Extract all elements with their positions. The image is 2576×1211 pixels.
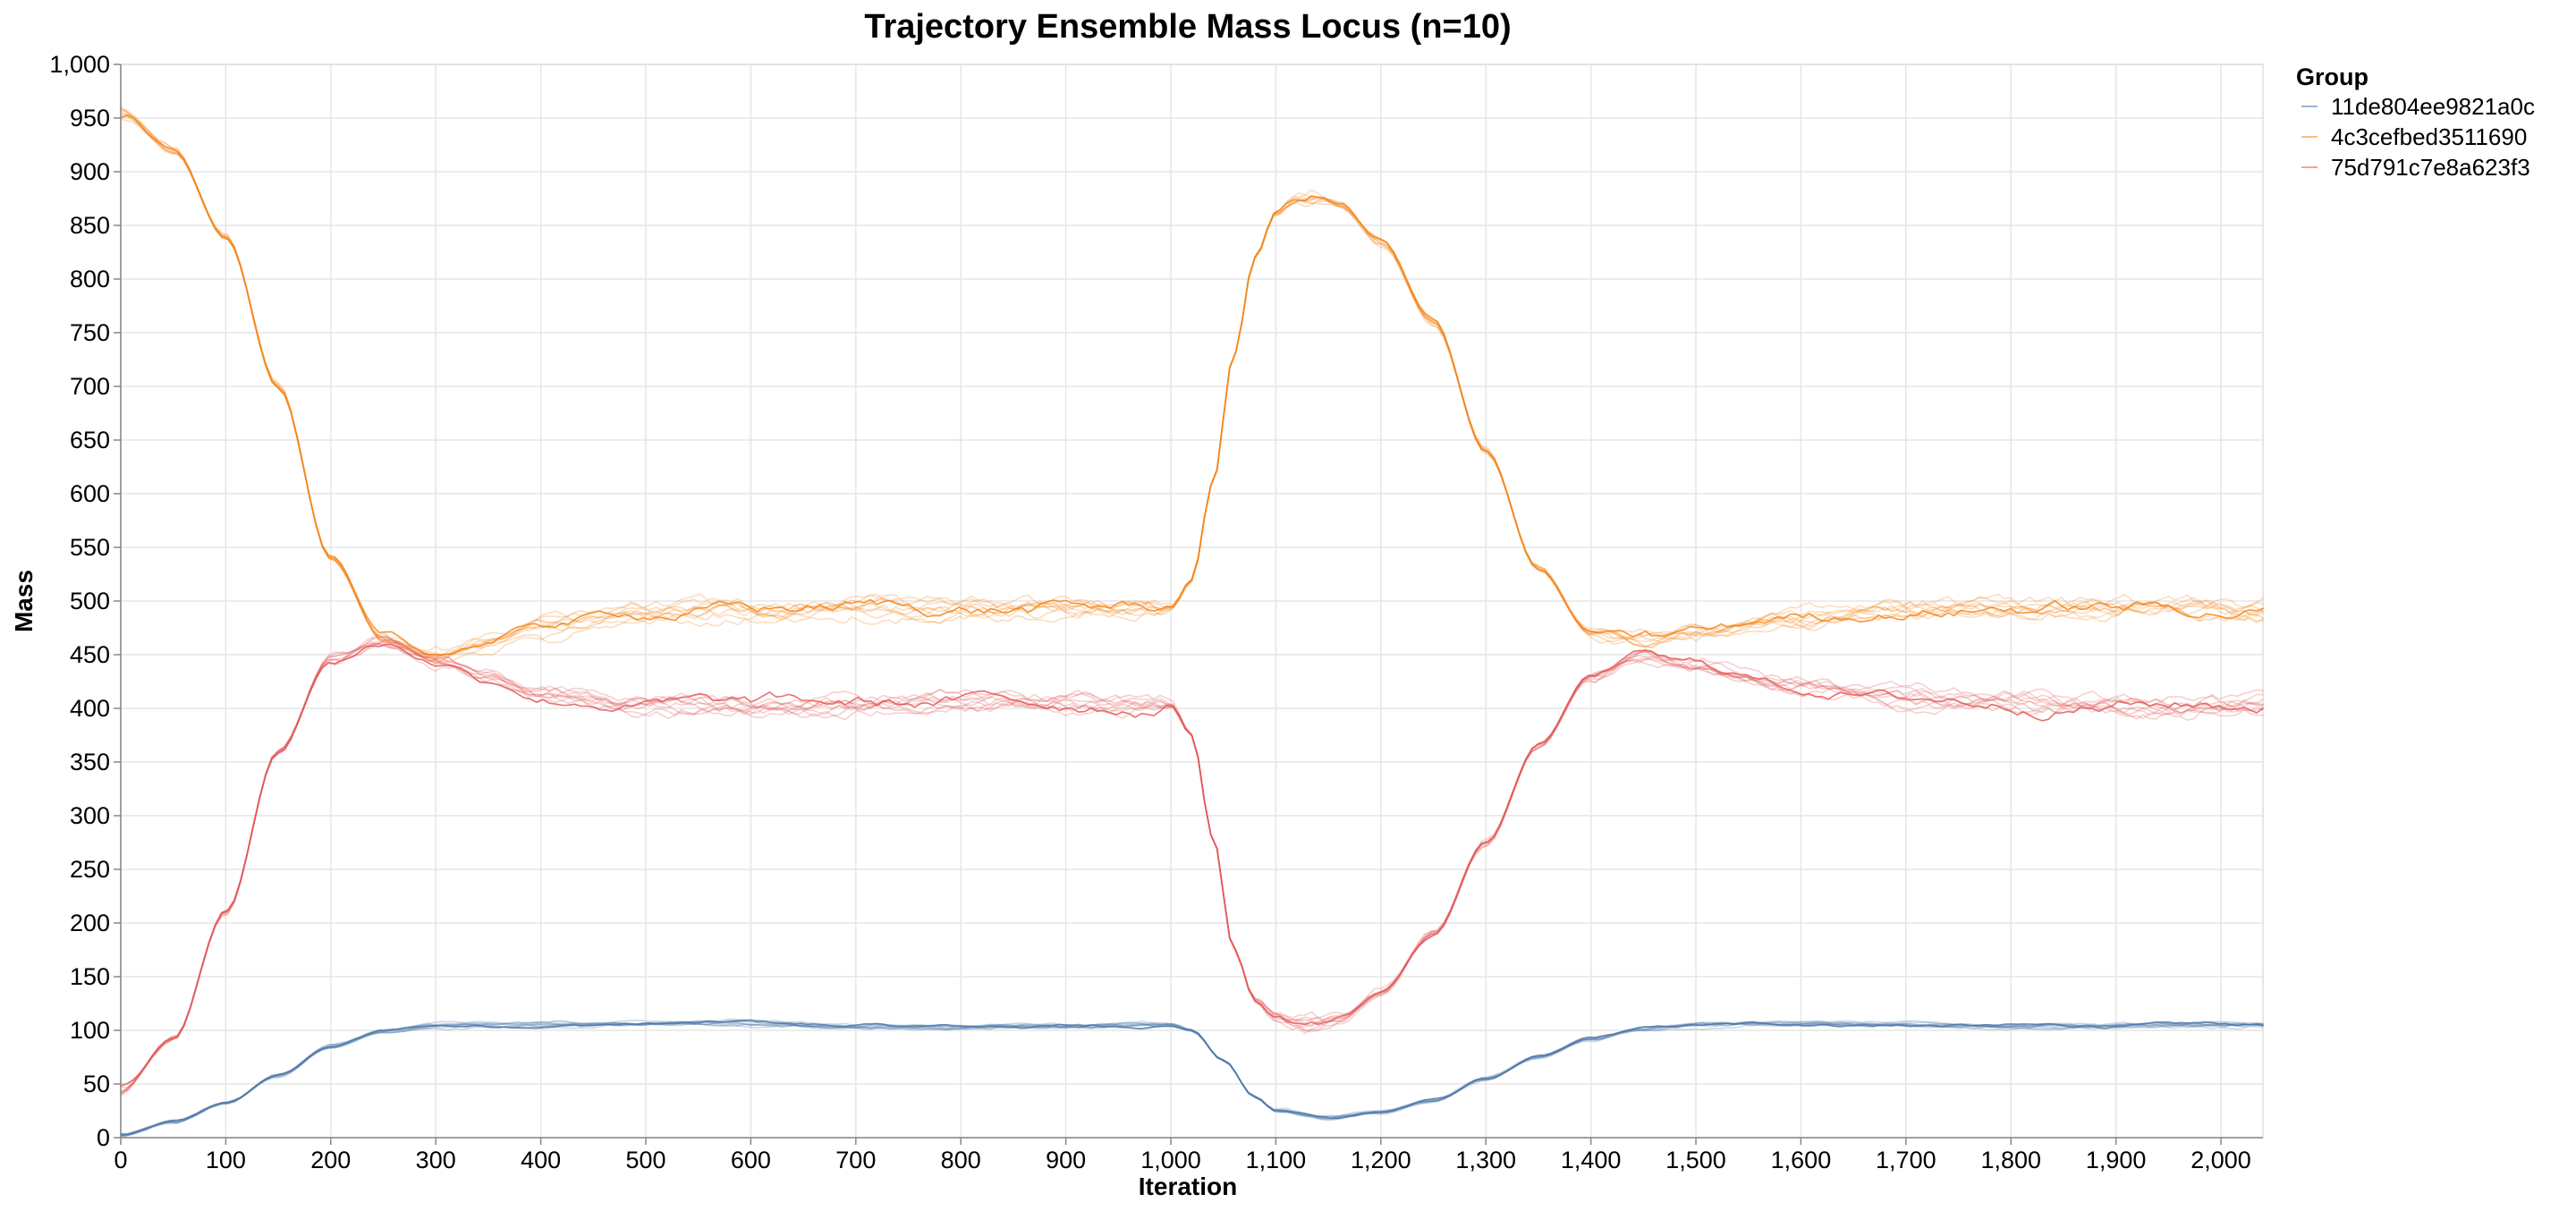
x-tick-label: 400 (521, 1147, 561, 1173)
y-tick-label: 350 (70, 749, 110, 775)
series-run-4c3cefbed3511690-10 (120, 106, 2264, 662)
series-run-75d791c7e8a623f3-9 (120, 642, 2264, 1096)
x-tick-label: 600 (731, 1147, 771, 1173)
series-run-4c3cefbed3511690-3 (120, 109, 2264, 660)
x-tick-label: 1,500 (1665, 1147, 1726, 1173)
y-tick-label: 50 (83, 1071, 110, 1097)
x-axis: 0 100 200 300 400 500 600 700 800 900 1,000 1,100 1,… (114, 1137, 2263, 1173)
y-tick-label: 1,000 (49, 51, 110, 78)
x-tick-label: 1,100 (1246, 1147, 1307, 1173)
x-tick-label: 1,700 (1876, 1147, 1936, 1173)
y-tick-label: 600 (70, 480, 110, 507)
y-tick-label: 0 (97, 1124, 110, 1151)
legend-label: 11de804ee9821a0c (2331, 93, 2535, 120)
x-tick-label: 700 (835, 1147, 876, 1173)
x-tick-label: 1,800 (1980, 1147, 2041, 1173)
y-tick-label: 550 (70, 534, 110, 561)
x-tick-label: 1,600 (1771, 1147, 1832, 1173)
series-lines (120, 106, 2264, 1139)
y-tick-label: 300 (70, 802, 110, 829)
series-run-75d791c7e8a623f3-7 (120, 634, 2264, 1096)
series-run-11de804ee9821a0c-4 (120, 1019, 2264, 1136)
x-tick-label: 500 (625, 1147, 665, 1173)
y-tick-label: 500 (70, 588, 110, 614)
chart-title: Trajectory Ensemble Mass Locus (n=10) (864, 8, 1511, 46)
y-tick-label: 850 (70, 212, 110, 239)
series-run-11de804ee9821a0c-6 (120, 1020, 2264, 1135)
series-run-11de804ee9821a0c-1 (120, 1020, 2264, 1137)
y-tick-label: 800 (70, 266, 110, 292)
y-tick-label: 100 (70, 1017, 110, 1044)
series-run-11de804ee9821a0c-10 (120, 1021, 2264, 1136)
series-run-4c3cefbed3511690-5 (120, 115, 2264, 659)
x-tick-label: 200 (310, 1147, 351, 1173)
x-tick-label: 1,400 (1561, 1147, 1622, 1173)
y-axis: 0 50 100 150 200 250 300 350 400 450 500 550 600 650 7… (49, 51, 122, 1151)
series-run-75d791c7e8a623f3-3 (120, 640, 2264, 1093)
x-tick-label: 1,200 (1351, 1147, 1411, 1173)
y-tick-label: 650 (70, 427, 110, 453)
series-run-4c3cefbed3511690-8 (120, 110, 2264, 660)
y-tick-label: 150 (70, 963, 110, 990)
x-tick-label: 1,000 (1140, 1147, 1201, 1173)
legend-title: Group (2296, 64, 2368, 90)
series-run-11de804ee9821a0c-3 (120, 1021, 2264, 1139)
x-tick-label: 300 (416, 1147, 456, 1173)
x-tick-label: 1,900 (2086, 1147, 2147, 1173)
x-tick-label: 800 (941, 1147, 981, 1173)
series-run-4c3cefbed3511690-1 (120, 114, 2264, 656)
y-axis-title: Mass (10, 570, 38, 632)
y-tick-label: 250 (70, 856, 110, 883)
y-tick-label: 700 (70, 373, 110, 400)
series-run-4c3cefbed3511690-2 (120, 106, 2264, 658)
series-run-11de804ee9821a0c-8 (120, 1020, 2264, 1136)
series-run-4c3cefbed3511690-6 (120, 118, 2264, 665)
series-run-4c3cefbed3511690-9 (120, 113, 2264, 657)
x-tick-label: 2,000 (2190, 1147, 2251, 1173)
legend-label: 4c3cefbed3511690 (2331, 123, 2527, 150)
series-run-11de804ee9821a0c-2 (120, 1018, 2264, 1135)
y-tick-label: 400 (70, 695, 110, 722)
series-run-75d791c7e8a623f3-2 (120, 639, 2264, 1085)
y-tick-label: 750 (70, 319, 110, 346)
series-run-11de804ee9821a0c-5 (120, 1019, 2264, 1138)
series-run-75d791c7e8a623f3-1 (120, 643, 2264, 1087)
x-tick-label: 1,300 (1455, 1147, 1516, 1173)
series-run-75d791c7e8a623f3-6 (120, 638, 2264, 1097)
legend-label: 75d791c7e8a623f3 (2331, 154, 2530, 181)
series-run-75d791c7e8a623f3-4 (120, 642, 2264, 1095)
x-axis-title: Iteration (1139, 1173, 1237, 1200)
series-run-11de804ee9821a0c-9 (120, 1020, 2264, 1138)
x-tick-label: 0 (114, 1147, 127, 1173)
x-tick-label: 100 (206, 1147, 246, 1173)
series-run-75d791c7e8a623f3-5 (120, 632, 2264, 1089)
y-tick-label: 450 (70, 641, 110, 668)
series-run-75d791c7e8a623f3-8 (120, 635, 2264, 1094)
gridlines (120, 64, 2263, 1139)
series-run-75d791c7e8a623f3-10 (120, 642, 2264, 1092)
x-tick-label: 900 (1046, 1147, 1086, 1173)
y-tick-label: 950 (70, 105, 110, 131)
series-run-4c3cefbed3511690-7 (120, 114, 2264, 665)
legend: Group 11de804ee9821a0c 4c3cefbed3511690 75… (2296, 64, 2535, 181)
series-run-11de804ee9821a0c-7 (120, 1020, 2264, 1135)
y-tick-label: 900 (70, 158, 110, 185)
y-tick-label: 200 (70, 910, 110, 936)
series-run-4c3cefbed3511690-4 (120, 111, 2264, 652)
